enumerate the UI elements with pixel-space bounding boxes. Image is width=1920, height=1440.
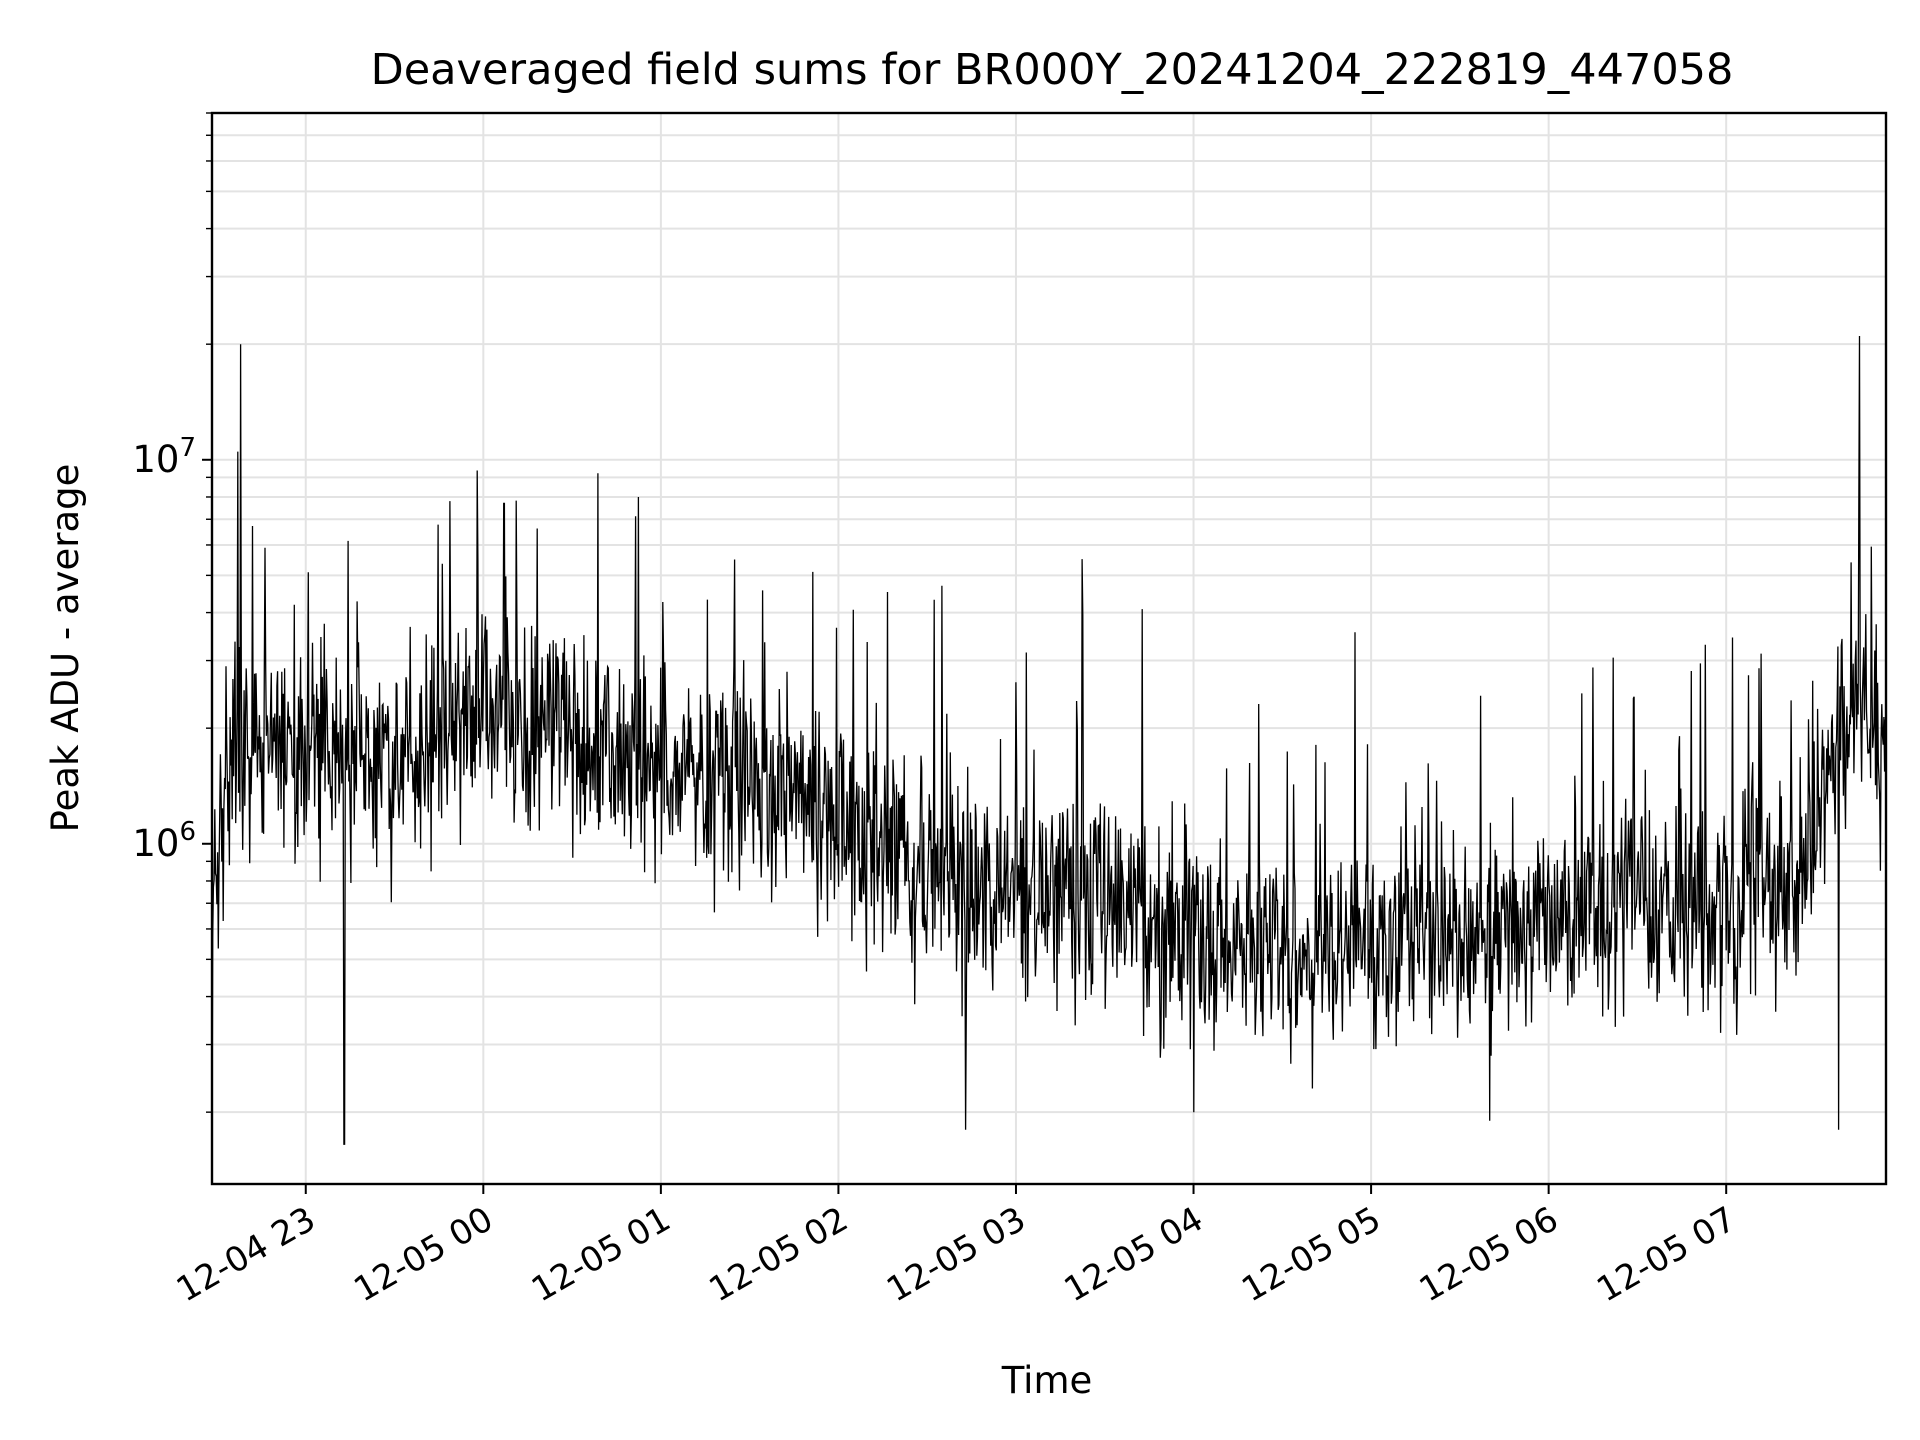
plot-frame xyxy=(210,111,1888,1186)
y-tick-label: 107 xyxy=(132,433,196,481)
y-tick-label: 106 xyxy=(132,817,196,865)
y-axis: 106 107 xyxy=(132,112,212,1113)
x-axis-label: Time xyxy=(1001,1359,1093,1402)
y-axis-label: Peak ADU - average xyxy=(44,464,87,833)
chart-title: Deaveraged field sums for BR000Y_2024120… xyxy=(371,45,1734,95)
series-line xyxy=(211,335,1887,1161)
series-area xyxy=(211,335,1887,1161)
